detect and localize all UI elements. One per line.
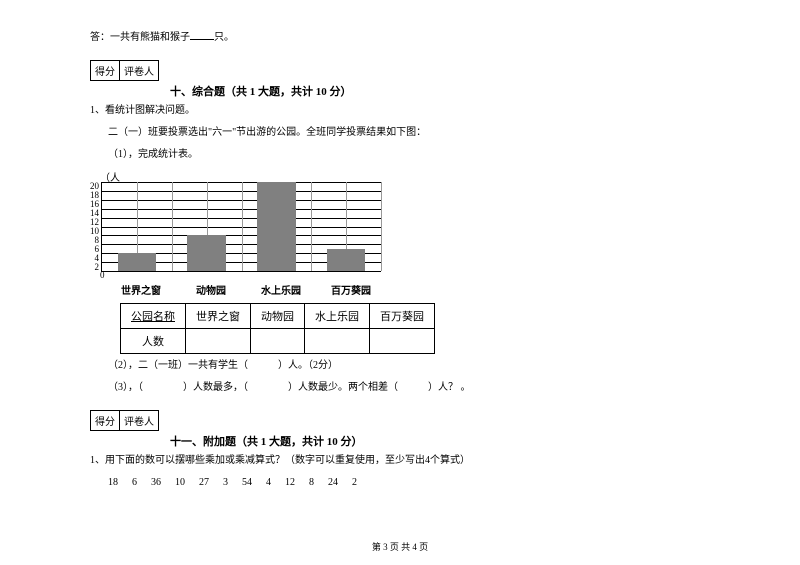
section-11-title: 十一、附加题（共 1 大题，共计 10 分）: [170, 433, 710, 449]
bar: [327, 249, 365, 271]
score-label: 得分: [90, 410, 120, 431]
chart-xlabels: 世界之窗 动物园 水上乐园 百万葵园: [106, 280, 386, 297]
q1a: 二（一）班要投票选出"六一"节出游的公园。全班同学投票结果如下图：: [108, 125, 710, 141]
answer-blank: [190, 30, 214, 40]
table-header: 百万葵园: [370, 304, 435, 329]
q2: （2），二（一班）一共有学生（ ）人。（2分）: [108, 358, 710, 374]
answer-line: 答：一共有熊猫和猴子 只。: [90, 30, 710, 46]
number-value: 8: [309, 475, 314, 491]
xlabel: 百万葵园: [316, 280, 386, 297]
table-row-label: 人数: [121, 329, 186, 354]
bar: [257, 182, 295, 271]
table-row: 人数: [121, 329, 435, 354]
section-10-title: 十、综合题（共 1 大题，共计 10 分）: [170, 83, 710, 99]
reviewer-label: 评卷人: [119, 60, 159, 81]
chart-yaxis: 20 18 16 14 12 10 8 6 4 2: [90, 182, 99, 272]
score-box-10: 得分 评卷人: [90, 60, 710, 81]
numbers-row: 18 6 36 10 27 3 54 4 12 8 24 2: [108, 475, 710, 491]
number-value: 4: [266, 475, 271, 491]
number-value: 27: [199, 475, 209, 491]
q1: 1、看统计图解决问题。: [90, 103, 710, 119]
bar-chart: （人 20 18 16 14 12 10 8 6 4 2: [90, 169, 400, 297]
number-value: 24: [328, 475, 338, 491]
table-header: 动物园: [251, 304, 305, 329]
number-value: 10: [175, 475, 185, 491]
xlabel: 世界之窗: [106, 280, 176, 297]
number-value: 2: [352, 475, 357, 491]
table-row: 公园名称 世界之窗 动物园 水上乐园 百万葵园: [121, 304, 435, 329]
bonus-q1: 1、用下面的数可以摆哪些乘加或乘减算式？（数字可以重复使用，至少写出4个算式）: [90, 453, 710, 469]
reviewer-label: 评卷人: [119, 410, 159, 431]
number-value: 12: [285, 475, 295, 491]
bar-slot: [172, 182, 242, 271]
bar-slot: [242, 182, 312, 271]
number-value: 18: [108, 475, 118, 491]
bar: [187, 235, 225, 271]
answer-prefix: 答：一共有熊猫和猴子: [90, 32, 190, 43]
xlabel: 动物园: [176, 280, 246, 297]
bar-slot: [102, 182, 172, 271]
q3: （3），（ ）人数最多，（ ）人数最少。两个相差（ ）人？ 。: [108, 380, 710, 396]
table-header: 世界之窗: [186, 304, 251, 329]
q1b: （1），完成统计表。: [108, 147, 710, 163]
xlabel: 水上乐园: [246, 280, 316, 297]
page-footer: 第 3 页 共 4 页: [0, 540, 800, 553]
number-value: 3: [223, 475, 228, 491]
score-box-11: 得分 评卷人: [90, 410, 710, 431]
ytick: 2: [90, 263, 99, 272]
table-header: 公园名称: [121, 304, 186, 329]
data-table: 公园名称 世界之窗 动物园 水上乐园 百万葵园 人数: [120, 303, 435, 354]
bar-slot: [311, 182, 381, 271]
number-value: 36: [151, 475, 161, 491]
number-value: 6: [132, 475, 137, 491]
table-header: 水上乐园: [305, 304, 370, 329]
answer-suffix: 只。: [214, 32, 234, 43]
chart-bars: [102, 182, 381, 271]
table-cell: [251, 329, 305, 354]
number-value: 54: [242, 475, 252, 491]
table-cell: [186, 329, 251, 354]
table-cell: [305, 329, 370, 354]
bar: [118, 253, 156, 271]
chart-plot: [101, 182, 381, 272]
table-cell: [370, 329, 435, 354]
score-label: 得分: [90, 60, 120, 81]
